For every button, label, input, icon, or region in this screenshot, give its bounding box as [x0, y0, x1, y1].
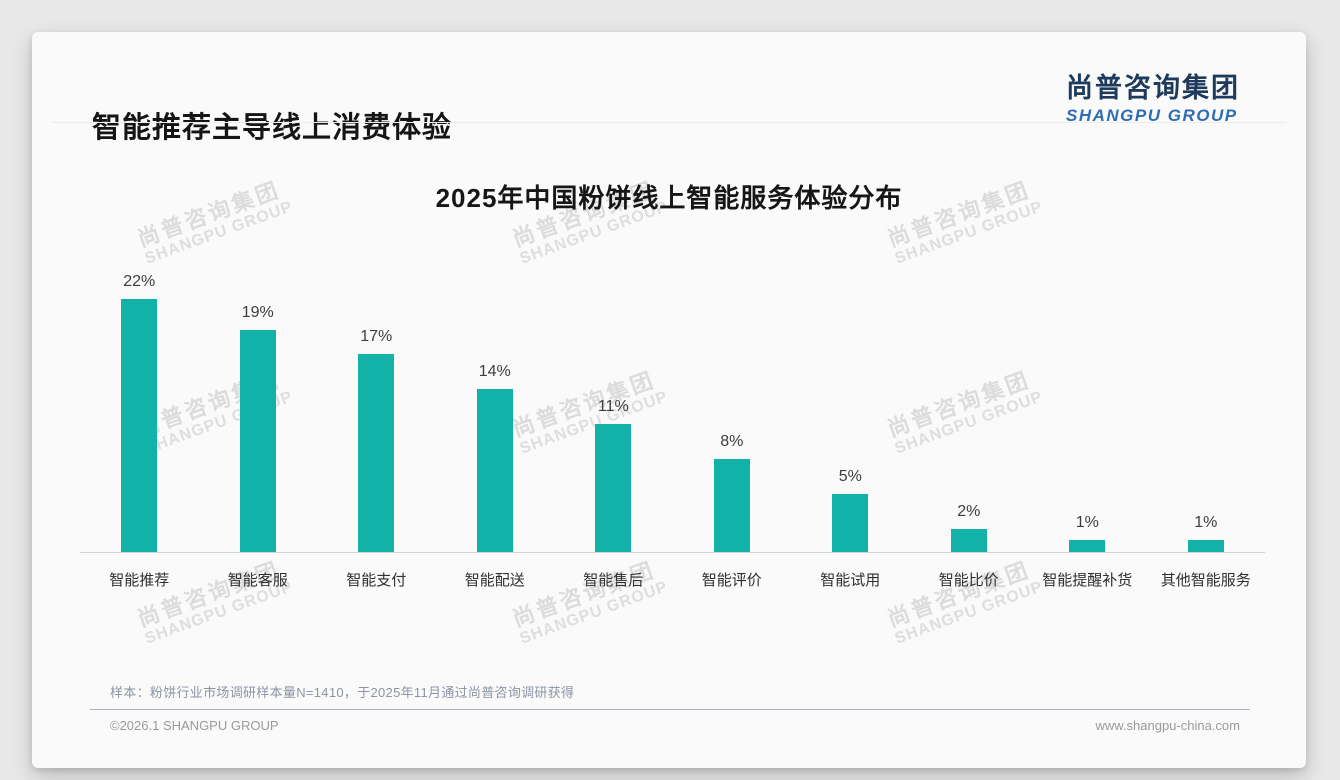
bar	[121, 299, 158, 552]
category-label: 智能客服	[227, 572, 288, 589]
bar	[239, 330, 276, 552]
bar-value-label: 5%	[838, 468, 862, 485]
bar-column: 11%	[554, 273, 673, 552]
bar-value-label: 11%	[597, 398, 629, 415]
category-label: 智能提醒补货	[1042, 572, 1133, 589]
page-title: 智能推荐主导线上消费体验	[92, 112, 453, 144]
category-axis: 智能推荐 智能客服 智能支付 智能配送 智能售后 智能评价 智能试用 智能比价 智能提醒补货 其他…	[80, 553, 1265, 590]
bar	[595, 424, 632, 552]
category-label: 其他智能服务	[1160, 572, 1251, 589]
bar-column: 2%	[910, 273, 1029, 552]
bar-column: 1%	[1147, 273, 1266, 552]
bar	[950, 529, 987, 552]
header-divider	[52, 122, 1286, 123]
logo-chinese-text: 尚普咨询集团	[1066, 73, 1240, 103]
footer: ©2026.1 SHANGPU GROUP www.shangpu-china.…	[110, 718, 1240, 733]
bar-column: 14%	[436, 273, 555, 552]
category-label: 智能比价	[938, 572, 999, 589]
bar-column: 5%	[791, 273, 910, 552]
bar-value-label: 8%	[720, 433, 744, 450]
bar	[1069, 540, 1106, 552]
category-label: 智能售后	[583, 572, 644, 589]
category-label: 智能试用	[820, 572, 881, 589]
bar-value-label: 1%	[1194, 514, 1218, 531]
sample-note: 样本：粉饼行业市场调研样本量N=1410，于2025年11月通过尚普咨询调研获得	[110, 685, 575, 700]
bar-chart: 22% 19% 17% 14% 11% 8% 5% 2% 1% 1% 智能推荐 智能客服 智能支付 智能…	[80, 273, 1265, 590]
bar	[832, 494, 869, 552]
footer-divider	[90, 709, 1250, 710]
bar-column: 19%	[199, 273, 318, 552]
bar	[476, 389, 513, 552]
bar-value-label: 2%	[957, 503, 981, 520]
copyright-text: ©2026.1 SHANGPU GROUP	[110, 718, 279, 733]
bar-value-label: 1%	[1075, 514, 1099, 531]
company-logo: 尚普咨询集团 SHANGPU GROUP	[1066, 66, 1240, 126]
bar-value-label: 19%	[241, 304, 274, 321]
category-label: 智能支付	[346, 572, 407, 589]
bar	[1187, 540, 1224, 552]
category-label: 智能评价	[701, 572, 762, 589]
chart-title: 2025年中国粉饼线上智能服务体验分布	[435, 183, 903, 213]
plot-area: 22% 19% 17% 14% 11% 8% 5% 2% 1% 1%	[80, 273, 1265, 553]
slide-card: 尚普咨询集团 SHANGPU GROUP 尚普咨询集团 SHANGPU GROUP 尚普…	[32, 32, 1306, 768]
bar-column: 8%	[673, 273, 792, 552]
bar	[358, 354, 395, 552]
logo-english-text: SHANGPU GROUP	[1066, 106, 1238, 125]
bar-column: 17%	[317, 273, 436, 552]
bar-value-label: 14%	[478, 363, 511, 380]
category-label: 智能配送	[464, 572, 525, 589]
website-url: www.shangpu-china.com	[1095, 718, 1240, 733]
bar-column: 1%	[1028, 273, 1147, 552]
bar-column: 22%	[80, 273, 199, 552]
category-label: 智能推荐	[109, 572, 170, 589]
bar-value-label: 17%	[360, 328, 393, 345]
bar-value-label: 22%	[123, 273, 156, 290]
bar	[713, 459, 750, 552]
